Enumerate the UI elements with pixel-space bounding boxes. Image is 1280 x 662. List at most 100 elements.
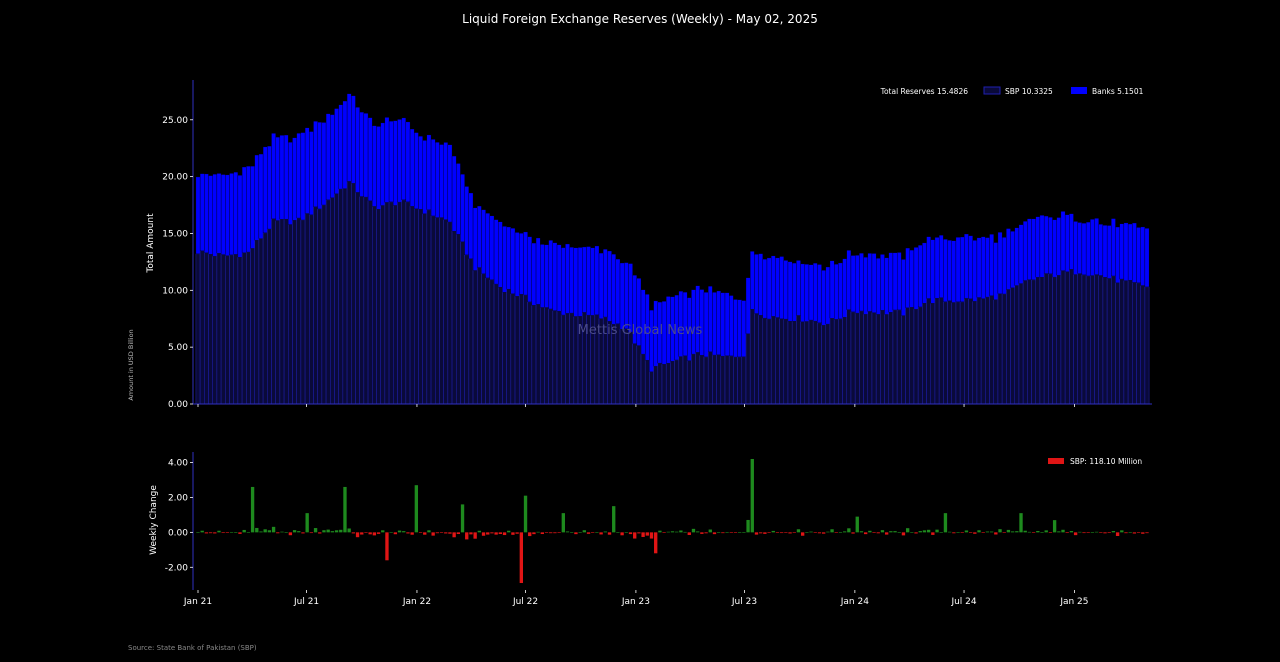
banks-bar [934,237,940,299]
sbp-bar [964,298,969,405]
banks-bar [573,247,579,317]
sbp-bar [363,196,369,405]
change-bar [708,529,712,533]
change-bar [322,530,326,533]
banks-bar [796,260,801,316]
change-bar [313,528,318,533]
change-bar [381,530,385,533]
sbp-bar [884,314,889,405]
sbp-bar [1119,278,1125,405]
change-bar [431,532,435,536]
banks-bar [292,137,297,221]
sbp-bar [548,308,554,405]
banks-bar [871,253,877,313]
sbp-bar [699,354,705,405]
banks-bar [447,144,453,223]
change-bar [255,527,259,533]
change-bar [263,529,267,533]
change-bar [1082,532,1086,534]
sbp-bar [749,309,755,405]
banks-bar [510,228,516,294]
banks-bar [1039,215,1045,278]
change-bar [960,532,964,533]
sbp-bar [913,309,919,405]
change-bar [389,532,393,533]
sbp-bar [1127,279,1133,405]
banks-bar [477,205,482,268]
sbp-bar [1031,279,1036,405]
sbp-bar [678,356,684,405]
change-bar [1103,532,1107,534]
sbp-bar [758,315,764,405]
sbp-bar [560,314,566,405]
banks-bar [556,244,562,312]
banks-bar [355,107,360,193]
banks-bar [779,256,784,319]
banks-bar [737,299,742,358]
sbp-bar [695,352,701,405]
change-bar [670,531,675,533]
banks-bar [237,175,243,258]
change-bar [851,532,855,534]
change-bar [935,529,939,533]
sbp-bar [250,248,255,405]
banks-bar [943,239,948,302]
change-bar [473,532,477,539]
change-bar [603,531,607,533]
banks-bar [577,247,583,317]
banks-bar [212,174,218,257]
change-bar [922,530,927,533]
banks-bar [989,234,994,296]
banks-bar [1001,237,1007,295]
banks-bar [401,117,407,200]
sbp-bar [733,356,738,405]
sbp-bar [233,254,239,405]
sbp-bar [728,355,734,405]
change-bar [796,529,801,533]
change-bar [355,532,360,538]
change-bar [1090,532,1095,533]
sbp-bar [523,294,528,405]
change-bar [204,532,209,534]
change-bar [435,532,440,534]
sbp-bar [397,201,402,405]
sbp-bar [800,321,806,405]
change-bar [658,530,662,533]
sbp-bar [384,202,390,405]
sbp-bar [212,256,218,405]
change-bar [334,530,339,533]
banks-bar [972,240,978,302]
bottom-y-tick-label: 2.00 [168,493,188,503]
banks-bar [1077,222,1083,274]
change-bar [1078,531,1082,533]
change-bar [330,531,335,533]
change-bar [977,530,981,533]
change-bar [666,531,670,533]
banks-bar [964,233,969,299]
sbp-bar [292,220,297,405]
sbp-bar [472,270,478,405]
sbp-bar [229,254,234,405]
banks-bar [729,295,734,357]
sbp-bar [422,213,428,405]
sbp-bar [867,311,873,405]
sbp-bar [875,314,881,405]
change-bar [1019,513,1023,533]
sbp-bar [342,188,348,405]
banks-bar [926,236,931,299]
change-bar [645,532,649,536]
change-bar [1115,532,1120,536]
watermark: Mettis Global News [578,323,703,338]
change-bar [368,532,372,535]
sbp-bar [376,208,381,405]
sbp-bar [409,206,415,405]
change-bar [926,529,931,533]
banks-bar [838,262,843,320]
banks-bar [716,290,721,355]
banks-bar [930,239,936,304]
change-bar [889,531,893,533]
sbp-bar [901,315,906,405]
sbp-bar [863,314,869,405]
sbp-bar [955,301,961,405]
banks-bar [489,215,495,280]
